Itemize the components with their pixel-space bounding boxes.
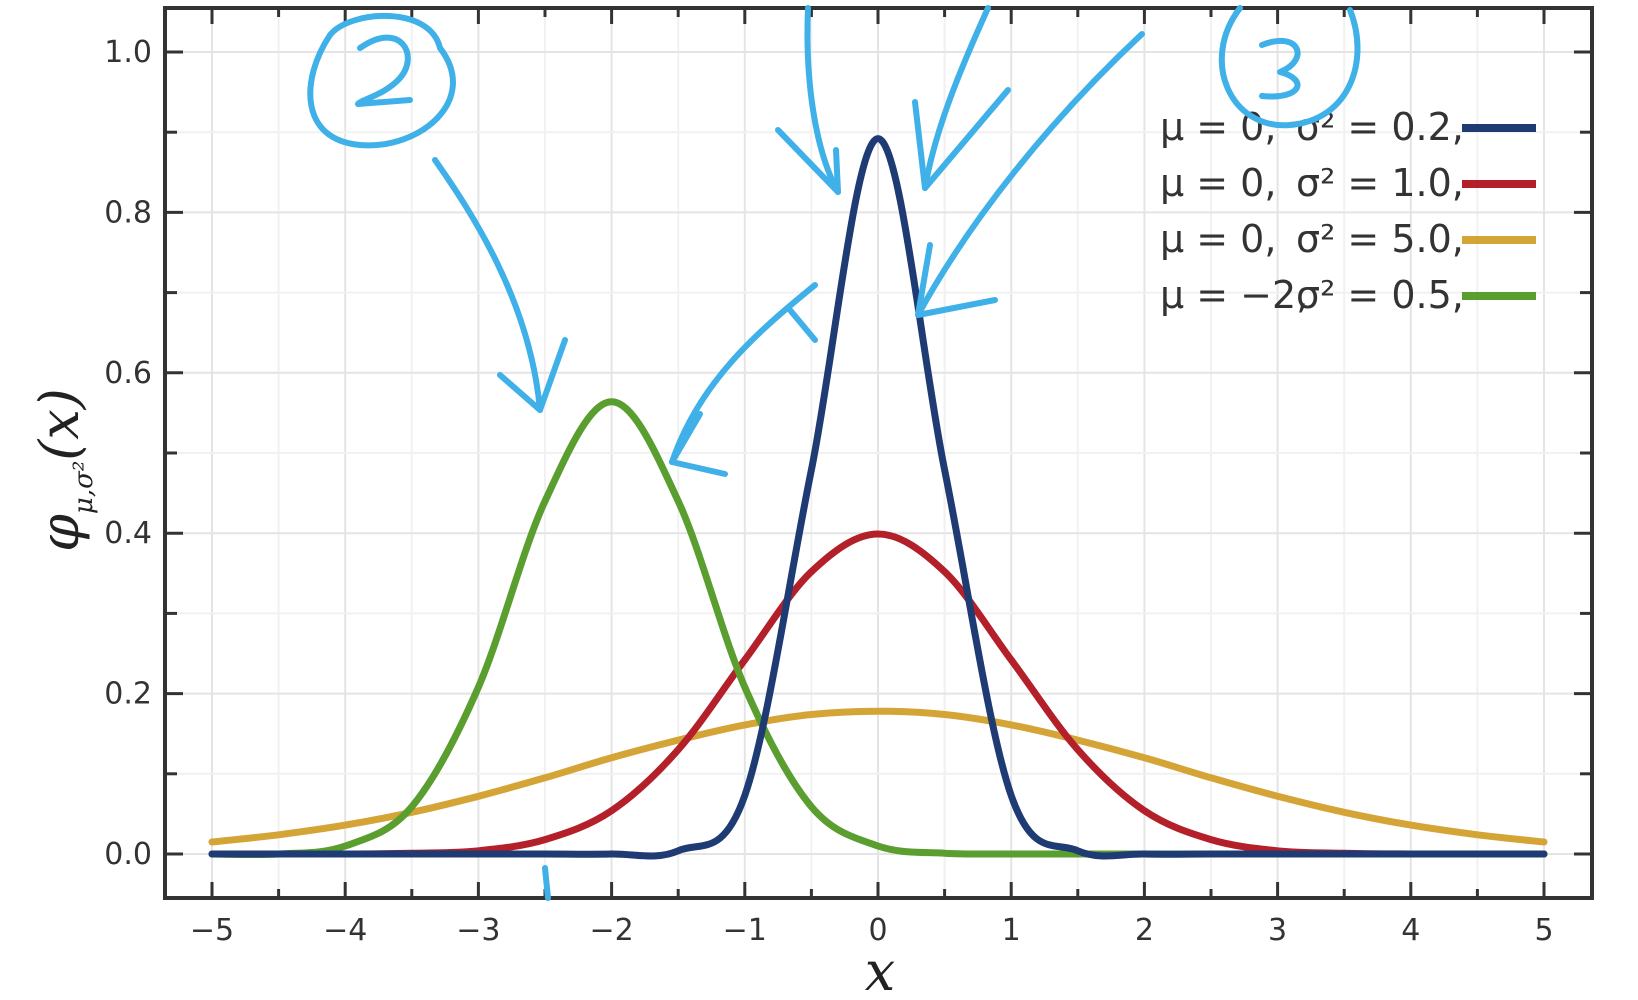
x-tick-label: −5 [190,913,234,948]
y-tick-label: 0.6 [104,356,152,391]
annotation-stroke [669,282,818,465]
x-tick-label: 4 [1401,913,1420,948]
annotation-stroke [432,157,543,413]
x-tick-label: 5 [1534,913,1553,948]
y-tick-label: 0.0 [104,837,152,872]
legend-mu-0: μ = 0, [1160,105,1276,149]
annotation-stroke [912,87,1011,191]
annotation-stroke [915,242,998,318]
y-axis-label-argument: (x) [28,388,91,461]
annotation-stroke [542,865,551,901]
x-tick-label: 3 [1268,913,1287,948]
series-line-2 [208,707,1548,846]
series-line-0 [208,135,1548,860]
x-tick-label: 2 [1135,913,1154,948]
y-tick-label: 0.4 [104,516,152,551]
annotation-stroke [804,5,841,195]
annotation-stroke [922,5,991,191]
x-tick-label: −3 [456,913,500,948]
y-tick-label: 0.8 [104,195,152,230]
y-axis-label: φμ,σ²(x) [28,388,99,552]
legend-mu-2: μ = 0, [1160,217,1276,261]
legend-sigma-1: σ² = 1.0, [1296,161,1464,205]
y-axis-label-main: φ [28,514,91,552]
y-axis-label-subscript: μ,σ² [69,461,99,514]
legend-mu-1: μ = 0, [1160,161,1276,205]
annotation-stroke [497,337,568,413]
legend-sigma-0: σ² = 0.2, [1296,105,1464,149]
annotation-stroke [307,12,456,149]
annotation-stroke [355,34,413,107]
legend-sigma-2: σ² = 5.0, [1296,217,1464,261]
annotation-stroke [669,307,818,477]
y-tick-label: 0.2 [104,677,152,712]
y-tick-label: 1.0 [104,35,152,70]
legend: μ = 0, σ² = 0.2, μ = 0, σ² = 1.0, μ = 0, σ² =… [1160,105,1536,317]
handwritten-annotations [307,5,1361,901]
x-tick-label: 1 [1002,913,1021,948]
x-tick-label: −4 [323,913,367,948]
ticks [165,8,1592,898]
x-tick-label: 0 [868,913,887,948]
annotation-stroke [915,31,1145,318]
curves [208,135,1548,860]
tick-labels: −5 −4 −3 −2 −1 0 1 2 3 4 5 0.0 0.2 0.4 0.6 0.8 1.0 [104,35,1553,948]
annotation-stroke [1259,37,1301,100]
x-tick-label: −2 [589,913,633,948]
x-tick-label: −1 [723,913,767,948]
legend-sigma-3: σ² = 0.5, [1296,273,1464,317]
annotation-stroke [775,127,841,195]
annotation-stroke [1218,5,1361,129]
x-axis-label: x [865,940,895,1000]
legend-mu-3: μ = −2, [1160,273,1308,317]
